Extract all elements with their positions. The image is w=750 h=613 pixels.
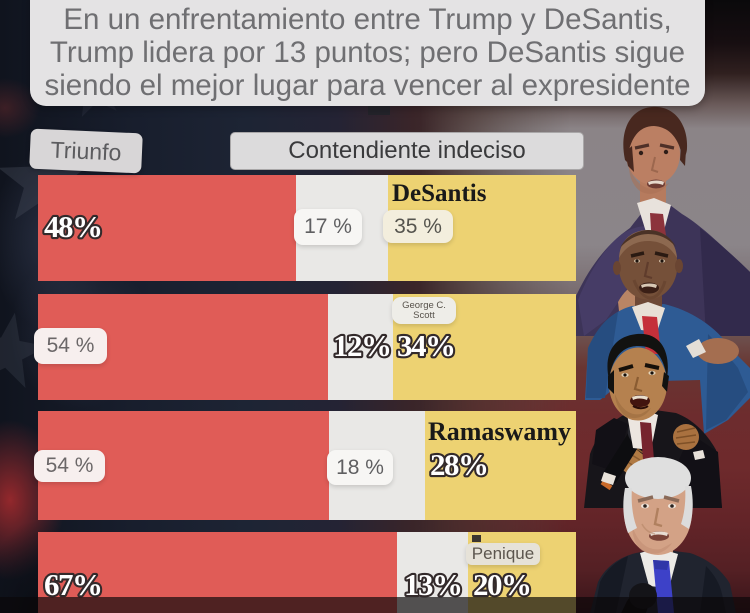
svg-text:34%: 34%	[397, 328, 455, 363]
svg-text:28%: 28%	[430, 447, 488, 482]
svg-text:67%: 67%	[44, 567, 102, 602]
svg-text:48%: 48%	[44, 209, 102, 244]
svg-text:12%: 12%	[333, 328, 391, 363]
svg-text:13%: 13%	[404, 567, 462, 602]
